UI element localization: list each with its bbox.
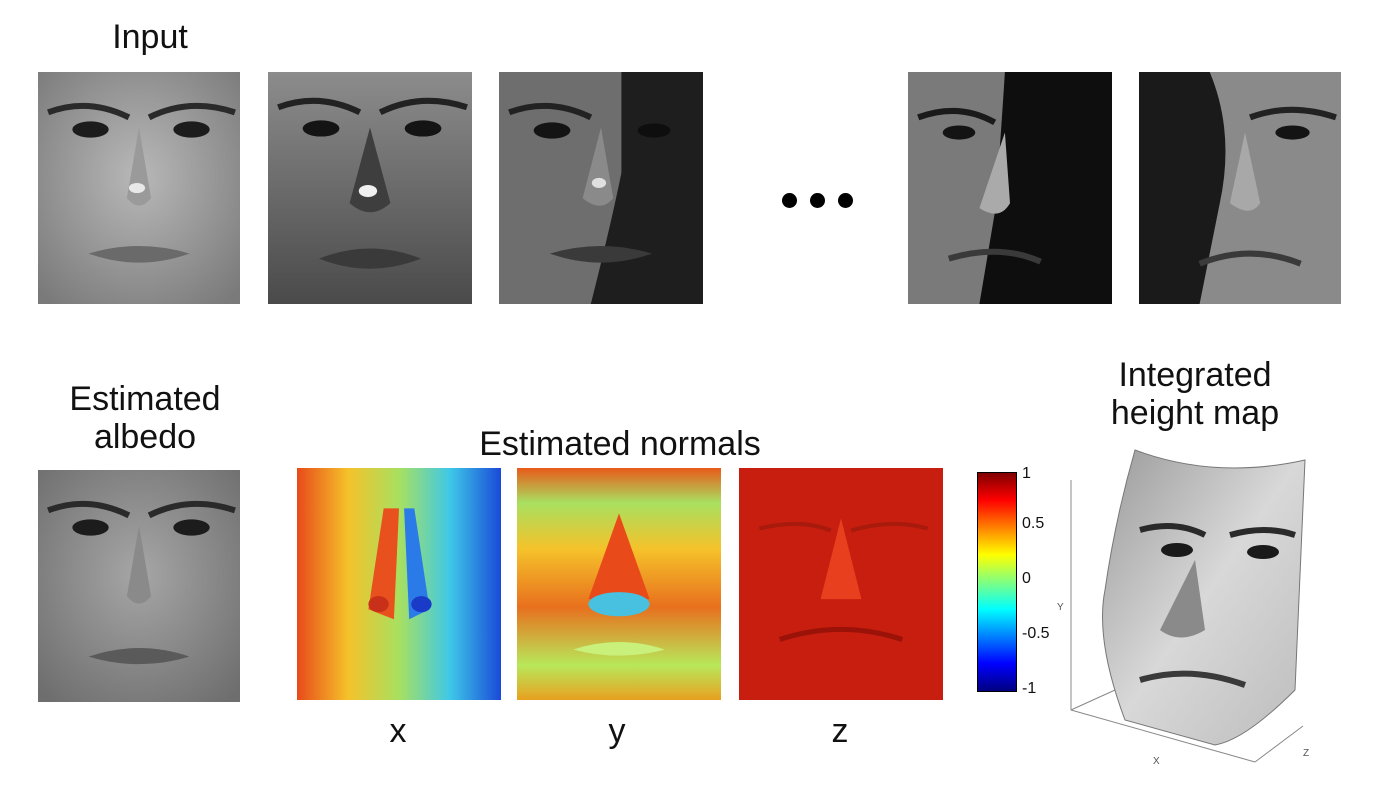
albedo-title-line2: albedo bbox=[93, 418, 197, 456]
input-face-1 bbox=[38, 72, 240, 304]
colorbar-tick-1: 1 bbox=[1022, 465, 1031, 482]
albedo-image bbox=[38, 470, 240, 702]
normals-title: Estimated normals bbox=[479, 425, 761, 463]
albedo-title: Estimated albedo bbox=[40, 380, 250, 456]
ellipsis-dot-2 bbox=[810, 193, 825, 208]
input-face-2 bbox=[268, 72, 472, 304]
normal-y-map bbox=[517, 468, 721, 700]
colorbar-tick-neg0.5: -0.5 bbox=[1022, 625, 1050, 642]
height-map-title-line2: height map bbox=[1110, 394, 1280, 432]
colorbar-tick-0.5: 0.5 bbox=[1022, 515, 1045, 532]
axis-y-label: Y bbox=[1057, 602, 1064, 613]
label-y: y bbox=[608, 712, 626, 750]
input-face-4 bbox=[908, 72, 1112, 304]
input-face-5 bbox=[1139, 72, 1341, 304]
colorbar-tick-0: 0 bbox=[1022, 570, 1031, 587]
normal-z-map bbox=[739, 468, 943, 700]
axis-z-label: Z bbox=[1303, 748, 1309, 759]
height-map-plot: Y X Z bbox=[1045, 440, 1345, 770]
ellipsis-dot-1 bbox=[782, 193, 797, 208]
input-title: Input bbox=[112, 18, 188, 56]
height-map-title-line1: Integrated bbox=[1118, 356, 1272, 394]
normal-x-map bbox=[297, 468, 501, 700]
input-face-3 bbox=[499, 72, 703, 304]
ellipsis-dot-3 bbox=[838, 193, 853, 208]
label-x: x bbox=[389, 712, 407, 750]
albedo-title-line1: Estimated bbox=[69, 380, 221, 418]
colorbar bbox=[977, 472, 1017, 692]
height-map-title: Integrated height map bbox=[1080, 356, 1310, 432]
label-z: z bbox=[831, 712, 849, 750]
axis-x-label: X bbox=[1153, 756, 1160, 767]
colorbar-tick-neg1: -1 bbox=[1022, 680, 1037, 697]
